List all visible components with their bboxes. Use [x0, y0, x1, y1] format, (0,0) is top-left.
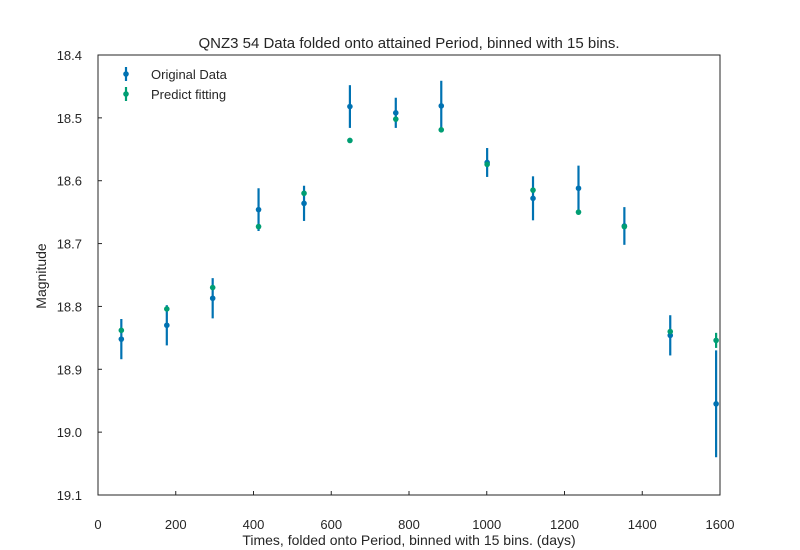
predict-fitting-point — [713, 337, 719, 344]
legend-predict-fitting-marker — [123, 91, 129, 97]
x-tick-label: 1400 — [628, 517, 657, 532]
original-data-point — [118, 336, 125, 342]
original-data-point — [301, 200, 307, 207]
legend-original-data-marker — [123, 71, 129, 77]
original-data-point — [164, 322, 170, 329]
x-axis-label: Times, folded onto Period, binned with 1… — [242, 532, 575, 548]
original-data-point — [530, 195, 536, 202]
y-tick-label: 19.1 — [57, 488, 82, 503]
y-tick-label: 18.4 — [57, 48, 82, 63]
predict-fitting-point — [575, 209, 582, 215]
predict-fitting-point — [118, 327, 125, 334]
x-tick-label: 400 — [243, 517, 265, 532]
y-tick-label: 18.7 — [57, 237, 82, 252]
y-tick-label: 19.0 — [57, 425, 82, 440]
predict-fitting-point — [392, 116, 399, 122]
legend: Original Data Predict fitting — [123, 67, 228, 102]
x-tick-label: 1600 — [706, 517, 735, 532]
predict-fitting-point — [209, 284, 216, 291]
original-data-point — [438, 103, 445, 109]
x-tick-label: 1000 — [472, 517, 501, 532]
predict-fitting-point — [484, 161, 490, 168]
x-tick-label: 1200 — [550, 517, 579, 532]
predict-fitting-point — [530, 187, 536, 193]
y-axis-label: Magnitude — [33, 243, 49, 309]
y-tick-label: 18.8 — [57, 299, 82, 314]
legend-original-data-label: Original Data — [151, 67, 228, 82]
predict-fitting-point — [347, 137, 353, 144]
predict-fitting-point — [255, 223, 262, 230]
original-data-point — [255, 206, 262, 213]
chart-title: QNZ3 54 Data folded onto attained Period… — [198, 35, 619, 52]
original-data-point — [713, 401, 719, 407]
legend-predict-fitting-label: Predict fitting — [151, 87, 226, 102]
original-data-point — [392, 110, 399, 116]
y-tick-label: 18.5 — [57, 111, 82, 126]
x-tick-label: 200 — [165, 517, 187, 532]
predict-fitting-point — [301, 190, 307, 197]
plot-area: 0 200 400 600 800 1000 1200 1400 1600 18.4 18.5 18.… — [57, 48, 735, 532]
original-data-point — [347, 103, 353, 110]
predict-fitting-point — [164, 306, 170, 312]
original-data-point — [575, 185, 582, 192]
y-tick-label: 18.6 — [57, 174, 82, 189]
x-tick-label: 800 — [398, 517, 420, 532]
plot-frame — [97, 54, 721, 496]
predict-fitting-point — [667, 328, 674, 335]
x-tick-label: 600 — [320, 517, 342, 532]
original-data-point — [209, 295, 216, 302]
y-tick-label: 18.9 — [57, 362, 82, 377]
predict-fitting-point — [438, 127, 445, 133]
x-tick-label: 0 — [94, 517, 101, 532]
predict-fitting-point — [621, 223, 628, 230]
